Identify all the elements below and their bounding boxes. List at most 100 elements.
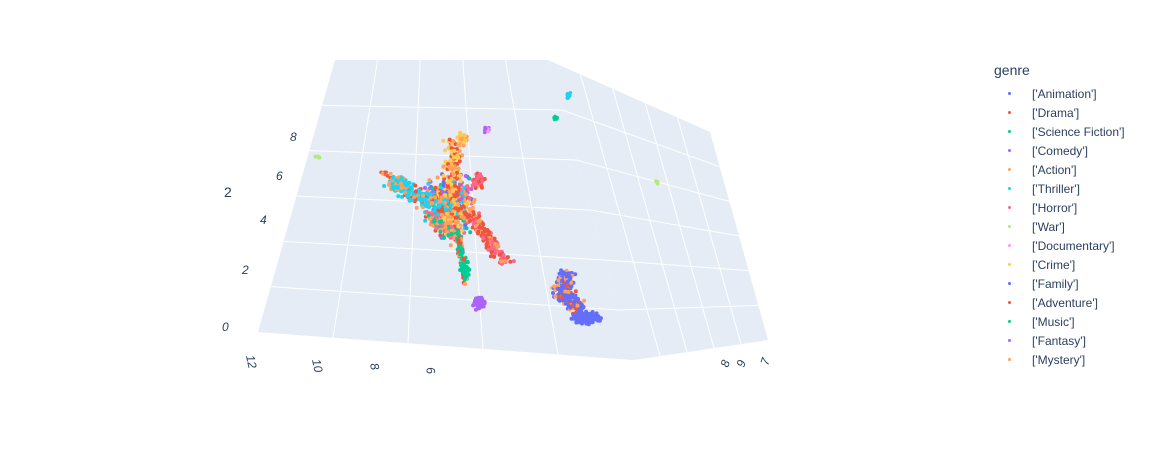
data-point xyxy=(573,289,578,294)
data-point xyxy=(380,171,385,176)
legend-marker-icon xyxy=(996,312,1024,331)
data-point xyxy=(471,200,476,205)
legend-marker-icon xyxy=(996,217,1024,236)
data-point xyxy=(434,215,439,220)
data-point xyxy=(477,225,482,230)
data-point xyxy=(390,182,395,186)
data-point xyxy=(467,200,472,205)
data-point xyxy=(468,230,473,235)
data-point xyxy=(464,274,469,279)
data-point xyxy=(563,289,568,294)
data-point xyxy=(470,205,475,210)
legend-item[interactable]: ['Comedy'] xyxy=(990,141,1150,160)
data-point xyxy=(505,255,510,260)
data-point xyxy=(451,139,456,144)
legend-item[interactable]: ['Crime'] xyxy=(990,255,1150,274)
data-point xyxy=(460,136,464,141)
legend-item[interactable]: ['Drama'] xyxy=(990,103,1150,122)
data-point xyxy=(441,173,446,178)
data-point xyxy=(559,268,564,273)
legend-label: ['War'] xyxy=(1032,219,1065,234)
data-point xyxy=(551,291,555,295)
data-point xyxy=(581,305,586,310)
data-point xyxy=(450,189,455,194)
legend-item[interactable]: ['Mystery'] xyxy=(990,350,1150,369)
data-point xyxy=(395,185,400,190)
data-point xyxy=(448,243,453,248)
legend-item[interactable]: ['War'] xyxy=(990,217,1150,236)
legend-item[interactable]: ['Thriller'] xyxy=(990,179,1150,198)
z-axis-title: 2 xyxy=(224,184,232,200)
data-point xyxy=(461,261,466,265)
data-point xyxy=(313,154,318,159)
data-point xyxy=(438,229,443,234)
data-point xyxy=(448,235,453,240)
legend-marker-icon xyxy=(996,160,1024,179)
data-point xyxy=(453,215,458,220)
legend-item[interactable]: ['Action'] xyxy=(990,160,1150,179)
legend-item[interactable]: ['Science Fiction'] xyxy=(990,122,1150,141)
legend-item[interactable]: ['Music'] xyxy=(990,312,1150,331)
data-point xyxy=(587,312,592,317)
data-point xyxy=(417,188,422,193)
legend-title: genre xyxy=(994,62,1030,78)
legend-item[interactable]: ['Horror'] xyxy=(990,198,1150,217)
data-point xyxy=(470,225,475,230)
data-point xyxy=(445,180,450,185)
data-point xyxy=(594,312,599,317)
data-point xyxy=(578,301,583,306)
data-point xyxy=(499,256,504,261)
data-point xyxy=(317,156,322,160)
data-point xyxy=(489,250,494,255)
data-point xyxy=(433,205,438,210)
data-point xyxy=(472,180,477,185)
data-point xyxy=(468,219,472,223)
data-point xyxy=(480,221,485,226)
data-point xyxy=(465,184,470,189)
data-point xyxy=(462,216,467,221)
data-point xyxy=(454,206,459,211)
gridline xyxy=(504,59,559,355)
data-point xyxy=(456,238,461,243)
z-tick-label: 4 xyxy=(260,213,267,227)
data-point xyxy=(464,264,469,269)
data-point xyxy=(430,201,435,205)
data-point xyxy=(444,229,449,234)
data-point xyxy=(563,301,568,306)
data-point xyxy=(432,218,436,223)
data-point xyxy=(573,272,578,277)
data-point xyxy=(447,164,452,169)
data-point xyxy=(412,195,417,199)
data-point xyxy=(443,222,448,227)
data-point xyxy=(385,174,390,178)
data-point xyxy=(428,195,433,200)
data-point xyxy=(417,196,422,200)
data-point xyxy=(443,148,448,153)
data-point xyxy=(440,189,445,194)
data-point xyxy=(465,259,470,264)
data-point xyxy=(558,288,563,293)
legend-label: ['Crime'] xyxy=(1032,257,1076,272)
data-point xyxy=(457,149,462,153)
legend-item[interactable]: ['Documentary'] xyxy=(990,236,1150,255)
data-point xyxy=(433,185,438,190)
data-point xyxy=(485,240,490,245)
data-point xyxy=(470,183,475,188)
data-point xyxy=(443,193,448,197)
gridline xyxy=(309,150,577,161)
data-point xyxy=(484,237,489,242)
data-point xyxy=(443,207,448,212)
data-point xyxy=(382,184,387,188)
data-point xyxy=(456,232,461,237)
data-point xyxy=(463,281,468,286)
legend-item[interactable]: ['Animation'] xyxy=(990,84,1150,103)
legend-item[interactable]: ['Adventure'] xyxy=(990,293,1150,312)
legend-label: ['Horror'] xyxy=(1032,200,1078,215)
legend-item[interactable]: ['Family'] xyxy=(990,274,1150,293)
gridline xyxy=(270,286,619,311)
legend-label: ['Animation'] xyxy=(1032,86,1097,101)
legend-item[interactable]: ['Fantasy'] xyxy=(990,331,1150,350)
data-point xyxy=(576,313,581,318)
